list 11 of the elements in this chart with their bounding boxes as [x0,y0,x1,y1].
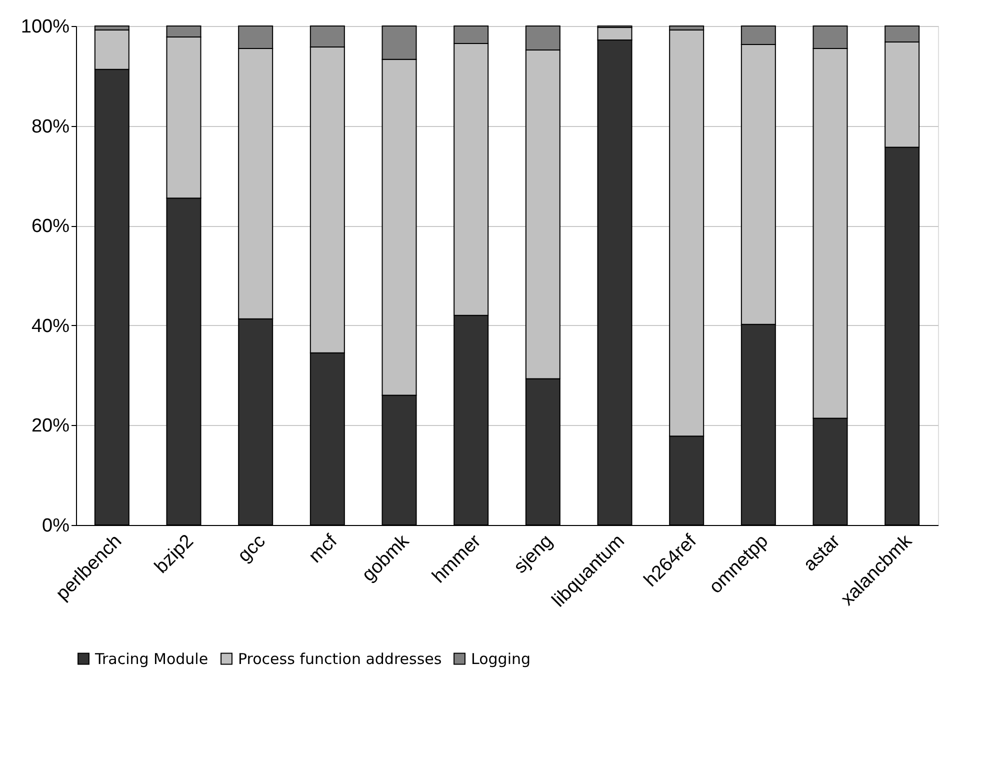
y-tick-label: 80% [31,116,70,138]
y-tick-label: 60% [31,216,70,238]
legend-label: Tracing Module [94,650,208,668]
x-tick-label: mcf [305,530,342,568]
legend-label: Process function addresses [238,650,442,668]
y-tick-label: 0% [42,516,70,536]
legend-label: Logging [471,650,531,668]
x-tick-label: gcc [234,530,270,567]
y-tick-label: 40% [31,316,70,337]
y-tick-label: 100% [20,16,70,38]
y-tick-label: 20% [31,416,70,437]
